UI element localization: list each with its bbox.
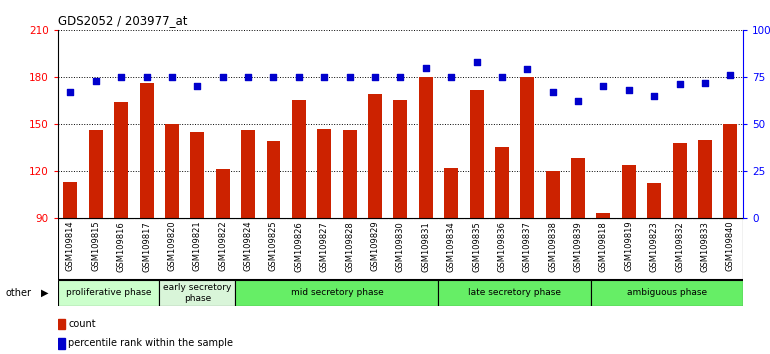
Bar	[159, 280, 236, 306]
Point	[699, 80, 711, 85]
Text: GSM109818: GSM109818	[599, 221, 608, 272]
Bar	[438, 280, 591, 306]
Text: GSM109836: GSM109836	[497, 221, 507, 272]
Text: GSM109840: GSM109840	[726, 221, 735, 272]
Text: ▶: ▶	[41, 288, 49, 298]
Bar	[648, 183, 661, 218]
Point	[623, 87, 635, 93]
Text: GSM109821: GSM109821	[192, 221, 202, 272]
Text: GSM109827: GSM109827	[320, 221, 329, 272]
Text: GSM109834: GSM109834	[447, 221, 456, 272]
Text: GSM109829: GSM109829	[370, 221, 380, 272]
Bar	[419, 77, 433, 218]
Point	[521, 67, 534, 72]
Text: proliferative phase: proliferative phase	[65, 289, 151, 297]
Text: GSM109825: GSM109825	[269, 221, 278, 272]
Bar	[165, 124, 179, 218]
Point	[674, 82, 686, 87]
Text: GSM109838: GSM109838	[548, 221, 557, 272]
Bar	[317, 129, 331, 218]
Text: GSM109833: GSM109833	[701, 221, 709, 272]
Text: early secretory
phase: early secretory phase	[163, 283, 232, 303]
Point	[115, 74, 127, 80]
Point	[191, 84, 203, 89]
Bar	[673, 143, 687, 218]
Bar	[723, 124, 738, 218]
Text: GSM109832: GSM109832	[675, 221, 684, 272]
Point	[318, 74, 330, 80]
Bar	[241, 130, 255, 218]
Bar	[190, 132, 204, 218]
Text: GSM109839: GSM109839	[574, 221, 583, 272]
Text: GDS2052 / 203977_at: GDS2052 / 203977_at	[58, 14, 187, 27]
Text: GSM109820: GSM109820	[167, 221, 176, 272]
Text: count: count	[68, 319, 95, 329]
Text: GSM109837: GSM109837	[523, 221, 532, 272]
Point	[598, 84, 610, 89]
Text: GSM109819: GSM109819	[624, 221, 634, 272]
Point	[547, 89, 559, 95]
Text: GSM109814: GSM109814	[66, 221, 75, 272]
Bar	[393, 101, 407, 218]
Text: GSM109828: GSM109828	[345, 221, 354, 272]
Point	[445, 74, 457, 80]
Bar	[591, 280, 743, 306]
Bar	[444, 168, 458, 218]
Bar	[139, 83, 153, 218]
Bar	[546, 171, 560, 218]
Bar	[58, 280, 159, 306]
Point	[648, 93, 661, 98]
Text: late secretory phase: late secretory phase	[468, 289, 561, 297]
Text: GSM109830: GSM109830	[396, 221, 405, 272]
Bar	[622, 165, 636, 218]
Bar	[89, 130, 103, 218]
Text: GSM109823: GSM109823	[650, 221, 658, 272]
Bar	[292, 101, 306, 218]
Point	[216, 74, 229, 80]
Bar	[571, 158, 585, 218]
Point	[420, 65, 432, 70]
Bar	[521, 77, 534, 218]
Text: GSM109826: GSM109826	[294, 221, 303, 272]
Bar	[698, 139, 712, 218]
Point	[394, 74, 407, 80]
Bar	[236, 280, 438, 306]
Text: percentile rank within the sample: percentile rank within the sample	[68, 338, 233, 348]
Bar	[597, 213, 611, 218]
Text: mid secretory phase: mid secretory phase	[290, 289, 383, 297]
Point	[64, 89, 76, 95]
Bar	[266, 141, 280, 218]
Bar	[495, 147, 509, 218]
Bar	[368, 94, 382, 218]
Point	[572, 98, 584, 104]
Point	[242, 74, 254, 80]
Text: GSM109824: GSM109824	[243, 221, 253, 272]
Bar	[470, 90, 484, 218]
Bar	[216, 169, 229, 218]
Point	[293, 74, 305, 80]
Point	[369, 74, 381, 80]
Text: GSM109815: GSM109815	[92, 221, 100, 272]
Point	[470, 59, 483, 65]
Point	[140, 74, 152, 80]
Bar	[343, 130, 357, 218]
Bar	[63, 182, 78, 218]
Point	[343, 74, 356, 80]
Bar	[114, 102, 128, 218]
Point	[166, 74, 178, 80]
Text: GSM109817: GSM109817	[142, 221, 151, 272]
Point	[267, 74, 280, 80]
Text: GSM109831: GSM109831	[421, 221, 430, 272]
Text: ambiguous phase: ambiguous phase	[627, 289, 707, 297]
Bar	[58, 319, 65, 329]
Text: GSM109835: GSM109835	[472, 221, 481, 272]
Text: GSM109822: GSM109822	[218, 221, 227, 272]
Text: GSM109816: GSM109816	[117, 221, 126, 272]
Point	[89, 78, 102, 84]
Point	[496, 74, 508, 80]
Text: other: other	[5, 288, 32, 298]
Bar	[58, 338, 65, 349]
Point	[725, 72, 737, 78]
